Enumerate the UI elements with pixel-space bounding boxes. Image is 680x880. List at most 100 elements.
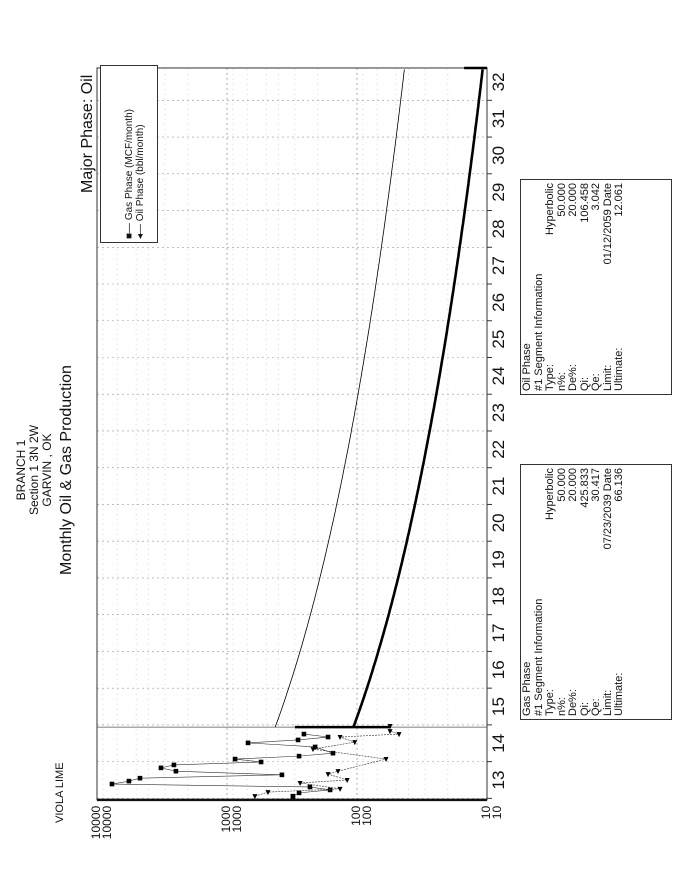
oil-data-point xyxy=(387,723,393,729)
gas-data-point xyxy=(307,784,313,790)
row-value: Hyperbolic xyxy=(544,183,556,235)
gas-data-point xyxy=(295,737,301,743)
row-value: 20.000 xyxy=(567,468,579,502)
x-tick-label: 19 xyxy=(489,550,508,570)
oil-data-point xyxy=(352,740,358,746)
gas-history-line xyxy=(111,733,334,797)
x-tick-label: 15 xyxy=(489,697,508,716)
y-tick-text: 10000 xyxy=(100,805,114,840)
gas-data-point xyxy=(258,759,264,765)
legend-oil-label: Oil Phase (bbl/month) xyxy=(135,124,146,222)
gas-box-title: Gas Phase xyxy=(521,661,533,716)
y-tick-label: 100 100 xyxy=(349,805,374,856)
x-tick-label: 23 xyxy=(489,403,508,423)
oil-data-point xyxy=(383,757,389,763)
row-label: De%: xyxy=(567,364,579,391)
row-label: Type: xyxy=(544,689,556,716)
oil-box-row: Qi: 106.458 xyxy=(579,183,592,391)
row-label: Qe: xyxy=(590,698,602,716)
x-tick-label: 17 xyxy=(489,623,508,643)
oil-data-point xyxy=(252,794,258,800)
gas-data-point xyxy=(330,750,336,756)
oil-box-row: Qe: 3.042 xyxy=(590,183,603,391)
row-label: De%: xyxy=(567,689,579,716)
x-tick-label: 20 xyxy=(489,513,508,533)
gas-box-row: Qe: 30.417 xyxy=(590,468,603,716)
row-value: 20.000 xyxy=(567,183,579,217)
gas-data-point xyxy=(296,790,302,796)
oil-data-point xyxy=(337,786,343,792)
x-tick-label: 31 xyxy=(489,109,508,129)
gas-data-point xyxy=(290,793,296,799)
gas-box-row: Qi: 425.833 xyxy=(579,468,592,716)
legend-oil: ◂— Oil Phase (bbl/month) xyxy=(135,69,146,239)
gas-data-point xyxy=(126,778,132,784)
oil-history-line xyxy=(254,725,400,797)
x-tick-label: 26 xyxy=(489,292,508,312)
x-tick-label: 18 xyxy=(489,586,508,606)
gas-box-row: De%: 20.000 xyxy=(567,468,580,716)
row-label: Ultimate: xyxy=(613,347,625,391)
oil-box-row: Type: Hyperbolic xyxy=(544,183,557,391)
gas-data-point xyxy=(279,772,285,778)
row-label: Ultimate: xyxy=(613,672,625,716)
y-tick-text: 100 xyxy=(360,805,374,826)
gas-data-point xyxy=(137,775,143,781)
oil-data-point xyxy=(387,729,393,735)
oil-segment-box: Oil Phase #1 Segment Information Type: Hy… xyxy=(520,179,672,395)
gas-data-point xyxy=(245,740,251,746)
y-tick-label: 10 10 xyxy=(479,805,504,856)
gas-box-row: n%: 50.000 xyxy=(556,468,569,716)
oil-data-point xyxy=(325,772,331,778)
oil-data-point xyxy=(344,778,350,783)
x-tick-label: 24 xyxy=(489,366,508,386)
gas-data-point xyxy=(158,765,164,771)
gas-segment-box: Gas Phase #1 Segment Information Type: Hy… xyxy=(520,464,672,720)
gas-forecast-curve xyxy=(274,69,405,728)
y-tick-label: 1000 1000 xyxy=(219,806,244,856)
row-value: Hyperbolic xyxy=(544,468,556,520)
x-tick-label: 14 xyxy=(489,733,508,753)
gas-data-point xyxy=(327,787,333,793)
gas-data-point xyxy=(296,753,302,759)
oil-data-point xyxy=(335,769,341,775)
x-tick-label: 32 xyxy=(489,72,508,92)
oil-forecast-curve xyxy=(352,69,484,728)
y-tick-text: 10 xyxy=(490,805,504,820)
x-tick-label: 21 xyxy=(489,476,508,496)
oil-data-point xyxy=(297,780,303,786)
row-value: 12.061 xyxy=(613,183,625,217)
oil-data-point xyxy=(337,735,343,741)
legend-gas-label: Gas Phase (MCF/month) xyxy=(124,109,135,221)
oil-data-point xyxy=(396,732,402,738)
square-marker-icon: ■— xyxy=(124,222,135,239)
legend: ■— Gas Phase (MCF/month) ◂— Oil Phase (b… xyxy=(100,65,158,243)
x-tick-label: 22 xyxy=(489,439,508,459)
oil-box-row: Ultimate: 12.061 xyxy=(613,183,626,391)
oil-data-point xyxy=(265,790,271,796)
x-tick-label: 28 xyxy=(489,219,508,239)
row-value: 66.136 xyxy=(613,468,625,502)
gas-data-point xyxy=(173,768,179,774)
oil-box-row: De%: 20.000 xyxy=(567,183,580,391)
gas-data-point xyxy=(325,734,331,740)
x-tick-label: 30 xyxy=(489,145,508,165)
row-value: 30.417 xyxy=(590,468,602,502)
legend-gas: ■— Gas Phase (MCF/month) xyxy=(124,69,135,239)
x-tick-label: 16 xyxy=(489,660,508,680)
gas-data-point xyxy=(301,731,307,737)
x-tick-label: 27 xyxy=(489,256,508,276)
row-label: Qe: xyxy=(590,373,602,391)
oil-data-point xyxy=(310,747,316,753)
row-value: 3.042 xyxy=(590,183,602,211)
x-tick-label: 29 xyxy=(489,182,508,202)
row-label: Type: xyxy=(544,364,556,391)
gas-data-point xyxy=(171,762,177,768)
gas-box-row: Ultimate: 66.136 xyxy=(613,468,626,716)
gas-data-point xyxy=(109,781,115,787)
x-tick-label: 13 xyxy=(489,770,508,790)
x-tick-label: 25 xyxy=(489,329,508,349)
triangle-marker-icon: ◂— xyxy=(135,223,146,239)
